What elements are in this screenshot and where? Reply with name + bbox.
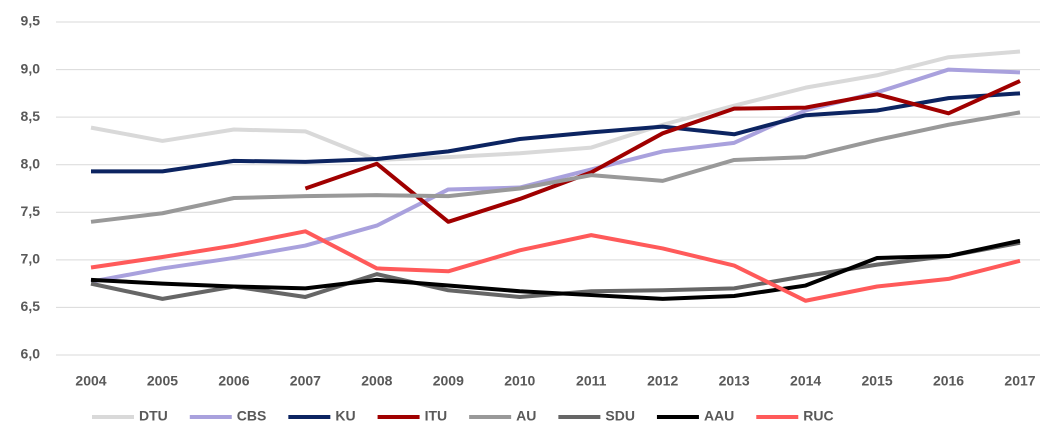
y-tick-label: 6,0 bbox=[21, 346, 41, 362]
x-tick-label: 2010 bbox=[504, 373, 535, 389]
series-line bbox=[90, 229, 1021, 303]
y-tick-label: 7,5 bbox=[21, 203, 41, 219]
x-tick-label: 2017 bbox=[1004, 373, 1035, 389]
x-tick-label: 2007 bbox=[290, 373, 321, 389]
x-tick-label: 2016 bbox=[933, 373, 964, 389]
y-tick-label: 6,5 bbox=[21, 298, 41, 314]
x-tick-label: 2006 bbox=[218, 373, 249, 389]
legend-label: AU bbox=[516, 408, 536, 424]
legend-label: SDU bbox=[605, 408, 635, 424]
x-tick-label: 2013 bbox=[719, 373, 750, 389]
series-line bbox=[90, 240, 1021, 301]
legend-label: KU bbox=[335, 408, 355, 424]
legend-label: AAU bbox=[704, 408, 734, 424]
x-tick-label: 2015 bbox=[861, 373, 892, 389]
series-line bbox=[90, 49, 1021, 162]
x-tick-label: 2005 bbox=[147, 373, 178, 389]
x-tick-label: 2011 bbox=[576, 373, 607, 389]
x-tick-label: 2009 bbox=[433, 373, 464, 389]
legend-label: DTU bbox=[139, 408, 168, 424]
y-tick-label: 7,0 bbox=[21, 251, 41, 267]
y-tick-label: 9,0 bbox=[21, 60, 41, 76]
series-line bbox=[304, 79, 1021, 224]
y-tick-label: 9,5 bbox=[21, 13, 41, 29]
y-tick-label: 8,5 bbox=[21, 108, 41, 124]
y-tick-label: 8,0 bbox=[21, 155, 41, 171]
series-line bbox=[90, 67, 1021, 284]
x-tick-label: 2004 bbox=[75, 373, 106, 389]
series-line bbox=[90, 110, 1021, 224]
x-tick-label: 2012 bbox=[647, 373, 678, 389]
legend-label: ITU bbox=[425, 408, 448, 424]
legend-label: RUC bbox=[803, 408, 833, 424]
x-tick-label: 2008 bbox=[361, 373, 392, 389]
x-tick-label: 2014 bbox=[790, 373, 821, 389]
series-line bbox=[91, 91, 1021, 174]
series-line bbox=[90, 238, 1021, 301]
legend-label: CBS bbox=[237, 408, 267, 424]
